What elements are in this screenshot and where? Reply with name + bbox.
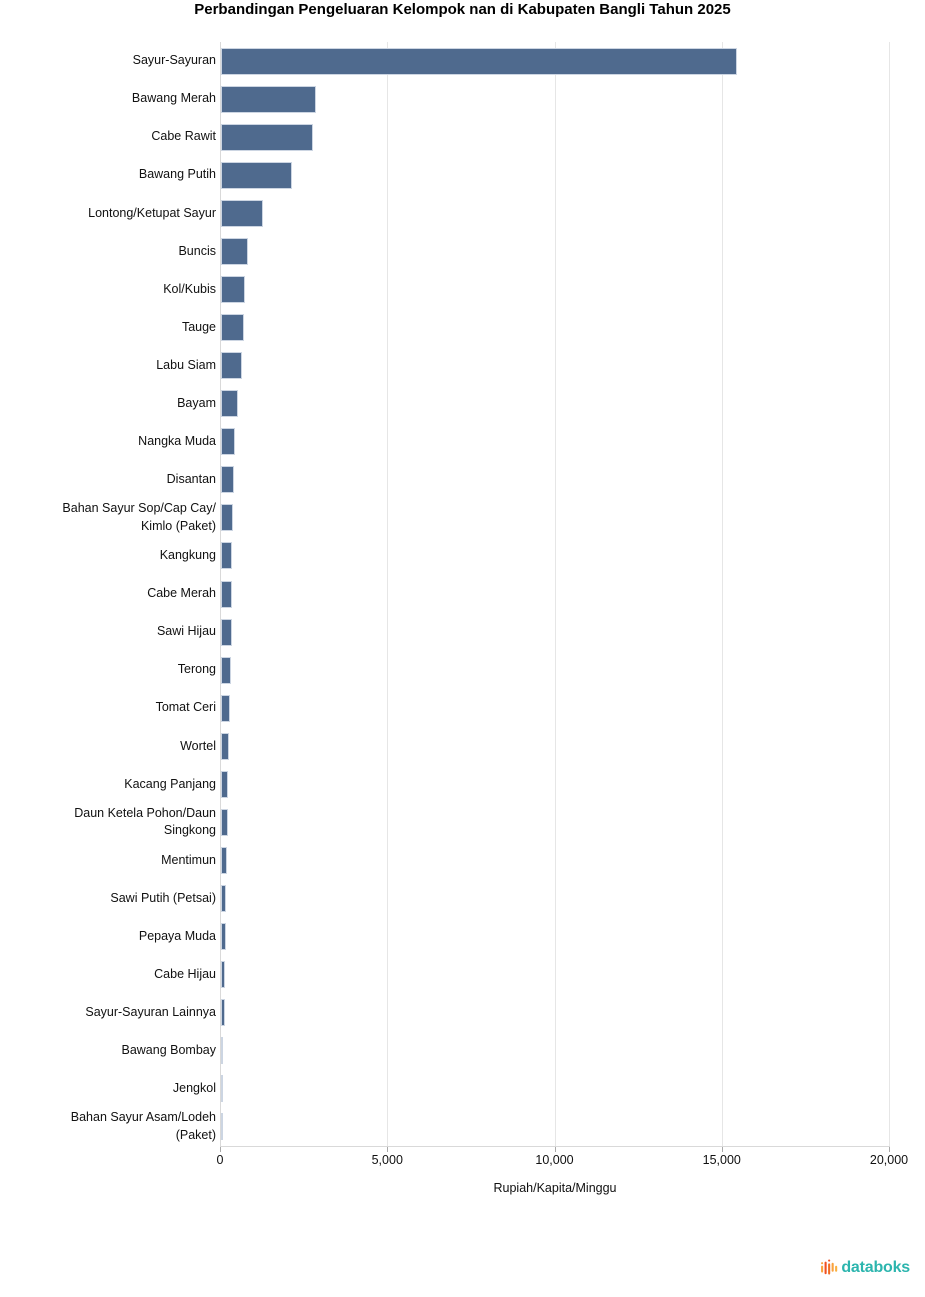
- bar: [221, 580, 232, 608]
- category-label: Wortel: [180, 738, 216, 753]
- bar: [221, 47, 738, 75]
- plot-area: [220, 42, 890, 1147]
- bar: [221, 352, 243, 380]
- bar: [221, 694, 231, 722]
- category-label: Bahan Sayur Sop/Cap Cay/ Kimlo (Paket): [62, 501, 216, 533]
- tick-mark: [220, 1147, 221, 1152]
- databoks-wordmark: databoks: [841, 1259, 910, 1276]
- category-label: Bahan Sayur Asam/Lodeh (Paket): [70, 1110, 216, 1142]
- category-label: Terong: [177, 662, 216, 677]
- category-label: Pepaya Muda: [138, 928, 216, 943]
- bar: [221, 314, 245, 342]
- bar: [221, 466, 235, 494]
- category-label: Bawang Putih: [138, 167, 216, 182]
- x-axis-label: Rupiah/Kapita/Minggu: [493, 1181, 617, 1195]
- category-label: Lontong/Ketupat Sayur: [88, 205, 216, 220]
- bar: [221, 656, 231, 684]
- category-label: Bawang Bombay: [121, 1043, 216, 1058]
- bar: [221, 85, 317, 113]
- bar: [221, 237, 249, 265]
- bar: [221, 732, 230, 760]
- bar: [221, 961, 226, 989]
- bar: [221, 542, 233, 570]
- bar: [221, 161, 293, 189]
- bar: [221, 123, 313, 151]
- bar: [221, 199, 263, 227]
- category-label: Sayur-Sayuran: [132, 53, 216, 68]
- databoks-icon: [821, 1259, 838, 1275]
- category-label: Buncis: [178, 243, 216, 258]
- tick-mark: [387, 1147, 389, 1152]
- bar: [221, 275, 246, 303]
- category-label: Nangka Muda: [138, 433, 216, 448]
- category-label: Tauge: [181, 319, 216, 334]
- category-label: Cabe Merah: [147, 586, 216, 601]
- category-label: Cabe Hijau: [154, 966, 216, 981]
- bar: [221, 618, 232, 646]
- bar: [221, 923, 227, 951]
- tick-mark: [721, 1147, 723, 1152]
- category-label: Jengkol: [172, 1081, 216, 1096]
- bar: [221, 390, 239, 418]
- gridline: [889, 42, 890, 1146]
- tick-mark: [889, 1147, 890, 1152]
- gridline: [554, 42, 556, 1146]
- category-label: Sawi Hijau: [156, 624, 216, 639]
- category-label: Kol/Kubis: [163, 281, 216, 296]
- databoks-logo[interactable]: databoks: [820, 1258, 910, 1278]
- category-label: Labu Siam: [156, 357, 216, 372]
- x-tick-label: 5,000: [371, 1153, 403, 1167]
- bar: [221, 846, 228, 874]
- chart-title: Perbandingan Pengeluaran Kelompok nan di…: [194, 1, 731, 18]
- x-tick-label: 15,000: [702, 1153, 741, 1167]
- bar: [221, 1113, 223, 1141]
- category-axis: Sayur-Sayuran Bawang Merah Cabe Rawit Bawan…: [0, 42, 216, 1147]
- bar: [221, 999, 225, 1027]
- bar: [221, 1075, 223, 1103]
- bar: [221, 885, 227, 913]
- category-label: Mentimun: [161, 852, 216, 867]
- category-label: Bayam: [177, 395, 216, 410]
- gridline: [387, 42, 389, 1146]
- gridline: [721, 42, 723, 1146]
- category-label: Sawi Putih (Petsai): [110, 890, 216, 905]
- category-label: Cabe Rawit: [151, 129, 216, 144]
- category-label: Kangkung: [159, 548, 216, 563]
- x-tick-label: 20,000: [869, 1153, 909, 1167]
- bar: [221, 1037, 223, 1065]
- bar: [221, 770, 229, 798]
- category-label: Sayur-Sayuran Lainnya: [85, 1005, 216, 1019]
- category-label: Tomat Ceri: [155, 700, 216, 715]
- category-label: Disantan: [166, 472, 216, 487]
- bar: [221, 504, 234, 532]
- category-label: Bawang Merah: [131, 91, 216, 106]
- bar: [221, 808, 229, 836]
- tick-mark: [554, 1147, 556, 1152]
- x-tick-label: 0: [216, 1153, 224, 1167]
- category-label: Daun Ketela Pohon/Daun Singkong: [74, 805, 216, 838]
- bar: [221, 428, 236, 456]
- x-tick-label: 10,000: [535, 1153, 574, 1167]
- category-label: Kacang Panjang: [124, 776, 216, 791]
